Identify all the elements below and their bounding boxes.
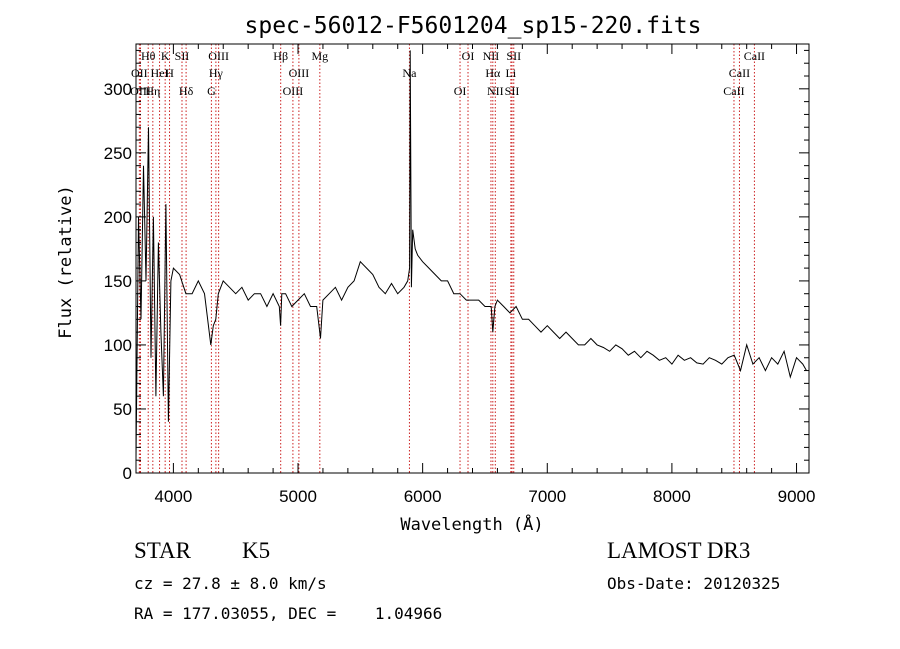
line-label: Hγ (209, 66, 224, 80)
line-label: Mg (311, 49, 328, 63)
y-axis-label: Flux (relative) (56, 185, 76, 339)
chart-title: spec-56012-F5601204_sp15-220.fits (245, 13, 702, 39)
line-label: Hβ (273, 49, 288, 63)
line-label: CaII (729, 66, 750, 80)
y-tick-label: 200 (104, 208, 132, 227)
line-label: OIII (283, 84, 304, 98)
line-label: OIII (208, 49, 229, 63)
line-label: Li (506, 66, 517, 80)
plot-frame (135, 43, 810, 474)
line-label: Hδ (179, 84, 194, 98)
survey-name: LAMOST DR3 (607, 538, 751, 563)
line-label: G (207, 84, 216, 98)
x-tick-label: 7000 (528, 487, 566, 506)
x-tick-label: 8000 (653, 487, 691, 506)
line-label: HeI (151, 66, 169, 80)
line-label: Hη (145, 84, 160, 98)
x-tick-label: 9000 (778, 487, 816, 506)
line-label: SII (506, 49, 521, 63)
line-label: OIII (130, 84, 151, 98)
obs-date: Obs-Date: 20120325 (607, 574, 781, 593)
line-label: H (165, 66, 174, 80)
line-label: K (161, 49, 170, 63)
coordinates: RA = 177.03055, DEC = 1.04966 (134, 604, 443, 623)
x-tick-label: 6000 (404, 487, 442, 506)
axes (135, 43, 810, 474)
y-tick-label: 50 (113, 400, 132, 419)
spectral-line-labels: HθOIIOIIIKHeIHηSIIHHδOIIIHγGHβOIIIOIIIMg… (130, 49, 765, 98)
y-tick-label: 300 (104, 80, 132, 99)
line-label: SII (175, 49, 190, 63)
object-class: STAR (134, 538, 191, 563)
velocity: cz = 27.8 ± 8.0 km/s (134, 574, 327, 593)
line-label: CaII (723, 84, 744, 98)
line-label: NII (483, 49, 500, 63)
y-tick-label: 250 (104, 144, 132, 163)
y-tick-label: 0 (123, 464, 132, 483)
y-tick-label: 100 (104, 336, 132, 355)
line-label: SII (505, 84, 520, 98)
x-tick-label: 5000 (279, 487, 317, 506)
x-tick-label: 4000 (154, 487, 192, 506)
line-label: OI (454, 84, 467, 98)
y-tick-label: 150 (104, 272, 132, 291)
spectral-line-markers (138, 44, 755, 473)
line-label: OII (131, 66, 148, 80)
line-label: Hθ (141, 49, 156, 63)
line-label: OI (462, 49, 475, 63)
x-axis-label: Wavelength (Å) (400, 513, 543, 535)
tick-labels: 4000 5000 6000 7000 8000 9000 0 50 100 150 200 250 3… (104, 80, 816, 506)
line-label: Hα (485, 66, 501, 80)
line-label: CaII (744, 49, 765, 63)
line-label: OIII (289, 66, 310, 80)
spectrum-series (135, 50, 807, 461)
line-label: NII (487, 84, 504, 98)
flux-line (135, 50, 807, 461)
subclass: K5 (242, 538, 271, 563)
